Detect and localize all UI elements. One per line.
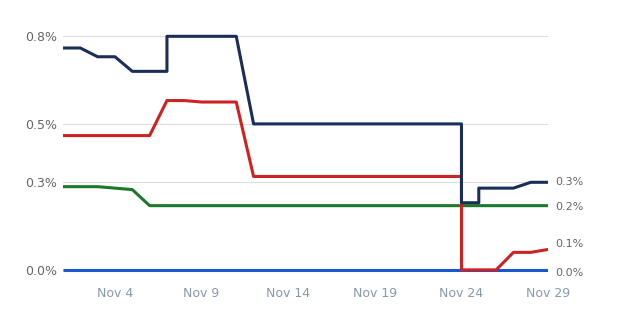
Text: 0.1%: 0.1% (555, 238, 583, 249)
Text: 0.2%: 0.2% (555, 202, 583, 212)
Text: 0.3%: 0.3% (555, 177, 583, 187)
Text: 0.0%: 0.0% (555, 268, 583, 278)
